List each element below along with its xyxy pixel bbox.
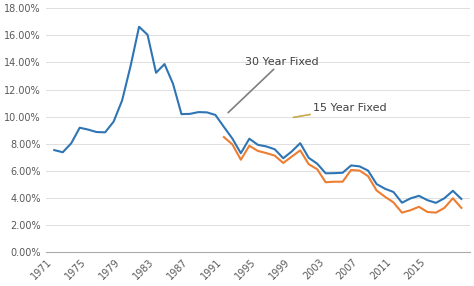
Text: 15 Year Fixed: 15 Year Fixed bbox=[293, 103, 387, 117]
Text: 30 Year Fixed: 30 Year Fixed bbox=[228, 57, 319, 113]
